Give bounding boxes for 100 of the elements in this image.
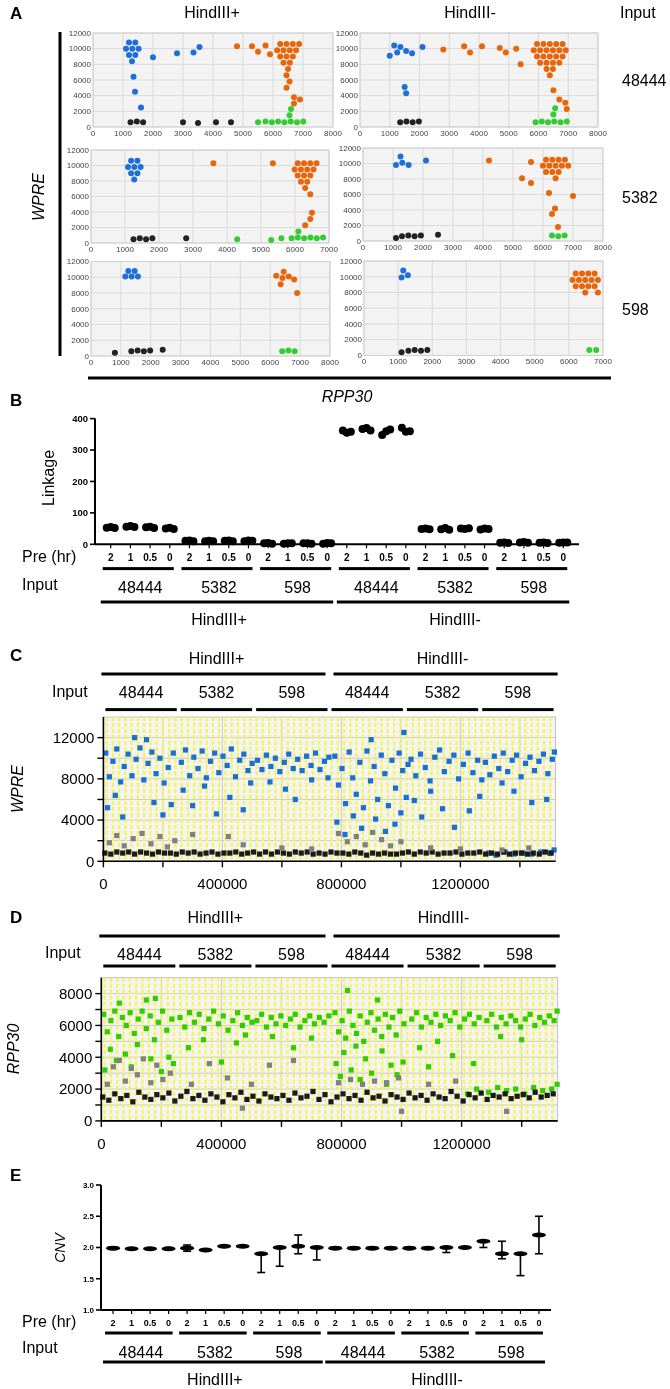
x-tick-label: 1 (442, 551, 449, 563)
y-tick-label: 6000 (343, 190, 362, 200)
x-tick-label: 2 (186, 551, 193, 563)
x-tick-label: 1000 (384, 243, 403, 252)
y-tick-label: 8000 (71, 288, 90, 298)
text: 5382 (622, 189, 658, 206)
text: 598 (520, 579, 548, 596)
x-tick-label: 0.5 (457, 551, 473, 563)
y-axis-title: WPRE (29, 172, 47, 221)
y-axis-title: CNV (51, 1231, 68, 1263)
x-tick-label: 6000 (261, 358, 280, 367)
x-tick-label: 6000 (559, 357, 579, 367)
x-tick-label: 5000 (525, 357, 545, 367)
text: 48444 (117, 946, 162, 963)
x-tick-label: 4000 (204, 129, 223, 138)
y-tick-label: 8000 (340, 60, 359, 70)
x-tick-label: 8000 (594, 243, 613, 252)
text: 48444 (345, 946, 390, 963)
x-tick-label: 6000 (529, 129, 548, 138)
y-tick-label: 4000 (343, 205, 362, 215)
y-tick-label: 4000 (73, 91, 92, 101)
text: 48444 (344, 684, 390, 701)
y-tick-label: 2000 (58, 1080, 93, 1098)
x-tick-label: 5000 (234, 129, 253, 138)
x-tick-label: 2 (184, 1318, 190, 1328)
x-tick-label: 2 (258, 1318, 264, 1328)
y-tick-label: 4000 (58, 1048, 93, 1066)
y-tick-label: 0 (83, 1112, 93, 1130)
text: 5382 (198, 684, 235, 701)
x-tick-label: 1 (363, 551, 370, 563)
x-tick-label: 3000 (174, 129, 193, 138)
x-tick-label: 5000 (504, 243, 523, 252)
x-tick-label: 2000 (410, 129, 429, 138)
text: C (10, 646, 23, 665)
y-tick-label: 3.0 (82, 1180, 95, 1190)
y-tick-label: 10000 (339, 272, 363, 282)
x-tick-label: 0 (166, 551, 173, 563)
y-tick-label: 2000 (71, 223, 90, 233)
y-tick-label: 2.5 (82, 1212, 95, 1222)
text: 48444 (118, 579, 163, 596)
y-tick-label: 0 (86, 852, 95, 870)
y-tick-label: 12000 (338, 143, 362, 153)
x-tick-label: 1 (277, 1318, 283, 1328)
text: 5382 (419, 1344, 456, 1361)
x-tick-label: 0.5 (379, 551, 394, 563)
x-tick-label: 7000 (559, 129, 578, 138)
y-tick-label: 4000 (71, 320, 90, 330)
x-tick-label: 0 (97, 1134, 106, 1152)
x-tick-label: 1 (425, 1318, 431, 1328)
y-tick-label: 8000 (73, 60, 92, 70)
x-tick-label: 5000 (499, 129, 519, 138)
x-tick-label: 1200000 (431, 875, 490, 893)
x-tick-label: 2 (110, 1318, 116, 1328)
y-tick-label: 6000 (344, 304, 363, 313)
x-tick-label: 2 (406, 1318, 412, 1328)
x-tick-label: 4000 (218, 245, 237, 254)
x-tick-label: 4000 (470, 129, 489, 138)
x-tick-label: 2000 (150, 245, 169, 254)
x-tick-label: 2 (480, 1318, 486, 1328)
x-tick-label: 1000 (380, 129, 400, 138)
text: Input (22, 1339, 59, 1356)
x-tick-label: 0 (481, 551, 488, 563)
x-tick-label: 1000 (111, 358, 131, 367)
x-tick-label: 0.5 (300, 551, 315, 563)
x-tick-label: 0.5 (221, 551, 237, 563)
x-tick-label: 4000 (491, 357, 511, 367)
y-tick-label: 8000 (58, 984, 93, 1002)
x-tick-label: 0 (388, 1318, 394, 1328)
x-tick-label: 7000 (294, 129, 313, 138)
x-tick-label: 2000 (423, 357, 442, 367)
y-axis-title: Linkage (39, 449, 57, 507)
text: A (10, 4, 23, 23)
y-tick-label: 6000 (71, 304, 90, 314)
text: 598 (284, 579, 312, 596)
x-tick-label: 0.5 (143, 1318, 157, 1328)
x-tick-label: 0 (560, 551, 567, 563)
x-tick-label: 0 (324, 551, 331, 563)
x-tick-label: 5000 (252, 245, 271, 254)
x-tick-label: 0.5 (143, 551, 158, 563)
text: 48444 (340, 1344, 386, 1361)
x-tick-label: 7000 (291, 358, 310, 367)
x-tick-label: 3000 (184, 245, 203, 254)
y-tick-label: 0 (82, 538, 88, 550)
x-tick-label: 6000 (534, 243, 553, 252)
x-tick-label: 0 (99, 875, 108, 893)
x-tick-label: 8000 (589, 129, 608, 138)
y-tick-label: 2000 (343, 221, 362, 231)
y-tick-label: 4000 (71, 207, 90, 217)
chart-title: HindIII- (444, 4, 496, 21)
y-tick-label: 4000 (340, 91, 359, 101)
x-tick-label: 0 (314, 1318, 320, 1328)
text: 598 (622, 301, 649, 318)
y-tick-label: 6000 (58, 1016, 93, 1034)
x-tick-label: 2 (265, 551, 272, 563)
text: Pre (hr) (22, 1313, 77, 1330)
x-tick-label: 0 (536, 1318, 542, 1328)
x-tick-label: 1 (499, 1318, 505, 1328)
x-tick-label: 6000 (286, 245, 305, 254)
x-tick-label: 7000 (320, 245, 339, 254)
text: HindIII+ (191, 611, 247, 628)
